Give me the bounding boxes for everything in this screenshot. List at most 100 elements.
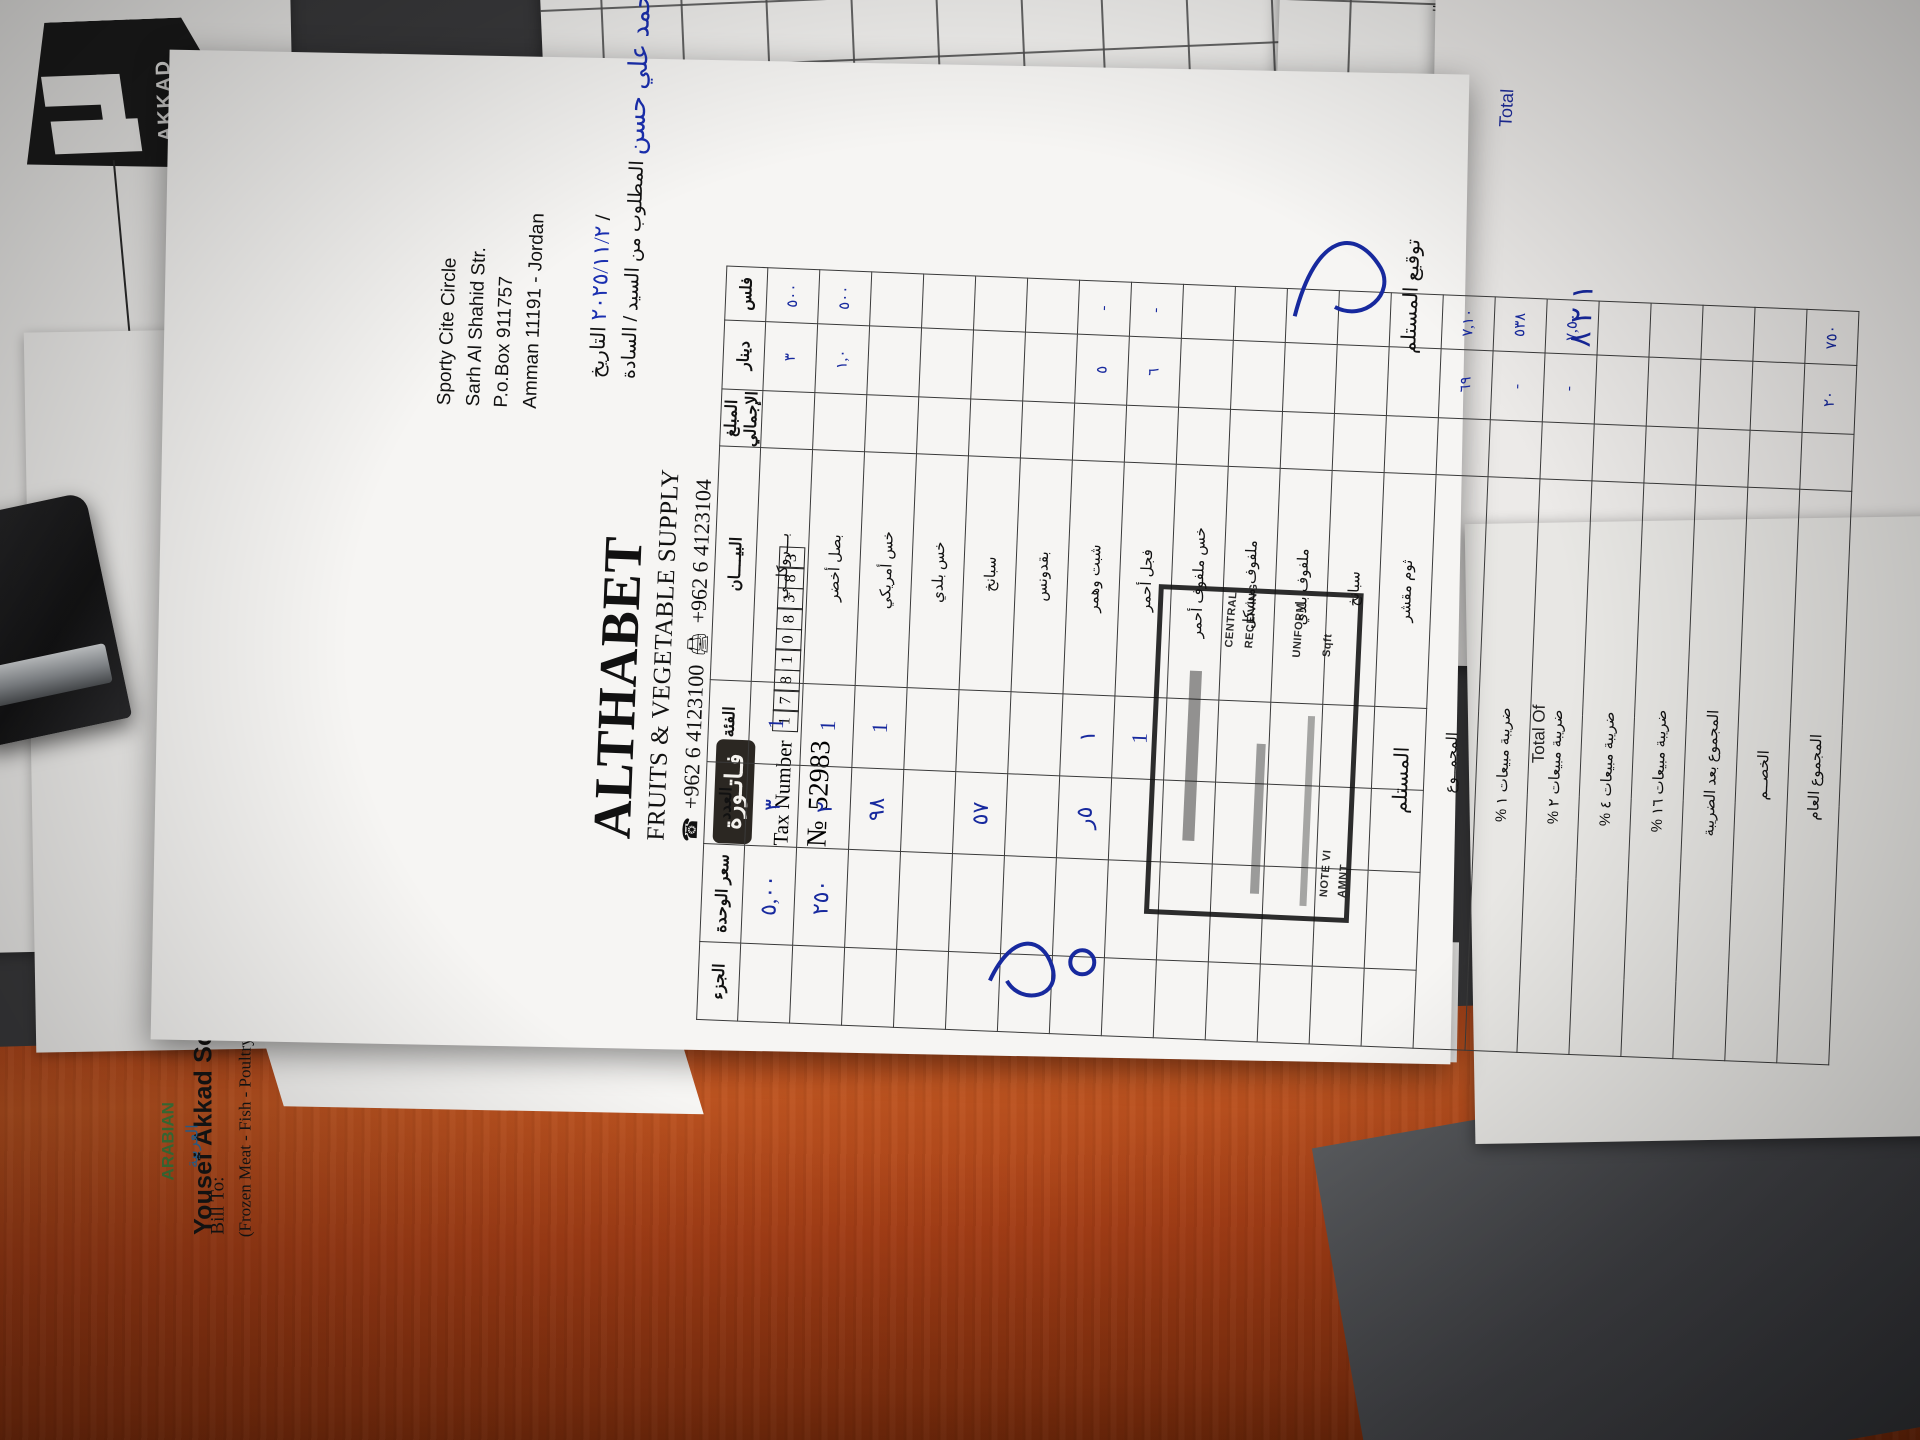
- cell-total_f: -: [1077, 280, 1132, 337]
- phone-icon: ☎: [678, 816, 702, 843]
- table-header-part: الجزء: [696, 941, 741, 1022]
- invoice-date-value: ٢٠٢٥/١١/٢: [585, 225, 615, 322]
- cell-total_d: ٥: [1074, 334, 1130, 406]
- cell-unit: 1: [799, 683, 856, 768]
- company-address: Sporty Cite Circle Sarh Al Shahid Str. P…: [431, 105, 557, 409]
- stamp-smudge-3: [1299, 715, 1316, 907]
- totals-fils: ٧٥٠: [1804, 309, 1859, 366]
- cell-name: بـــروكلــي: [751, 447, 813, 684]
- totals-dinar: -: [1542, 352, 1598, 425]
- cell-spacer: [812, 393, 867, 452]
- table-header-total_amount: المبلغ الإجمالي: [719, 389, 763, 448]
- cell-spacer: [1280, 411, 1335, 471]
- cell-spacer: [1124, 405, 1179, 465]
- cell-qty: ٥٧: [952, 771, 1008, 856]
- cell-spacer: [760, 391, 815, 450]
- fax-icon: 🖨: [686, 630, 710, 658]
- cell-spacer: [1176, 407, 1231, 467]
- cell-part: [1361, 968, 1417, 1049]
- cell-unit: ١: [1059, 694, 1115, 778]
- totals-spacer: [1591, 424, 1647, 484]
- cell-spacer: [1228, 409, 1283, 469]
- cell-total_d: ٣: [762, 321, 818, 394]
- cell-total_d: [1022, 331, 1078, 404]
- pen-scribble-icon-2: [988, 941, 1097, 998]
- cell-spacer: [1020, 401, 1075, 461]
- cell-price: ٢٥٠: [792, 847, 849, 948]
- stamp-line-3: UNIFORM: [1290, 602, 1308, 659]
- totals-dinar: ٢٠: [1802, 363, 1857, 435]
- cell-qty: ٣: [744, 763, 800, 848]
- cell-total_d: [1230, 340, 1286, 412]
- cell-unit: 1: [747, 681, 804, 766]
- cell-total_d: ٦: [1126, 336, 1182, 408]
- cell-name: سبانخ: [959, 456, 1021, 693]
- bill-to-label: Bill To:: [207, 1176, 229, 1235]
- cell-qty: ٥ر: [1056, 775, 1112, 860]
- cell-unit: [1007, 692, 1063, 776]
- cell-total_f: [921, 273, 976, 330]
- cell-spacer: [1332, 414, 1387, 473]
- cell-spacer: [968, 399, 1023, 459]
- cell-total_d: [866, 325, 922, 398]
- cell-total_f: [1181, 284, 1236, 341]
- cell-part: [1309, 966, 1365, 1047]
- cell-total_d: [1178, 338, 1234, 410]
- stamp-line-4: Sqft: [1320, 633, 1335, 658]
- cell-total_d: [1282, 342, 1338, 415]
- table-header-fils: فلس: [724, 266, 768, 322]
- cell-unit: [903, 688, 960, 772]
- cell-part: [1205, 962, 1261, 1042]
- cell-name: خس أمريكي: [855, 451, 917, 689]
- cell-qty: ٢: [796, 765, 852, 850]
- arabian-label-ar: العربية: [184, 1124, 202, 1169]
- cell-total_d: [1334, 344, 1390, 417]
- cell-name: ثوم مقشر: [1374, 472, 1437, 709]
- table-header-price: سعر الوحدة: [699, 843, 745, 944]
- cell-qty: [1004, 773, 1060, 858]
- totals-fils: [1752, 307, 1808, 364]
- arabian-label-en: ARABIAN: [158, 1102, 178, 1181]
- stamp-smudge-2: [1249, 743, 1266, 894]
- cell-qty: [900, 769, 956, 854]
- totals-dinar: [1646, 356, 1701, 429]
- cell-total_d: [1386, 346, 1442, 419]
- cell-part: [737, 943, 793, 1024]
- cell-total_d: ١,٠: [814, 323, 870, 396]
- cell-part: [841, 947, 897, 1028]
- totals-dinar: -: [1490, 350, 1546, 423]
- totals-spacer: [1747, 430, 1803, 490]
- stamp-line-2: RECEIVING: [1243, 583, 1261, 649]
- cell-qty: ٩٨: [848, 767, 904, 852]
- cell-spacer: [1384, 416, 1439, 475]
- cell-spacer: [864, 395, 919, 455]
- totals-dinar: [1594, 354, 1649, 427]
- totals-fils: [1597, 301, 1652, 357]
- totals-fils: [1648, 303, 1704, 360]
- cell-total_f: -: [1129, 282, 1184, 339]
- cell-part: [1257, 964, 1313, 1045]
- althabet-invoice-sheet: ALTHABET FRUITS & VEGETABLE SUPPLY ☎ +96…: [150, 0, 1859, 1065]
- cell-unit: [955, 690, 1011, 774]
- cell-price: [896, 851, 953, 952]
- cell-part: [789, 945, 845, 1026]
- stamp-smudge-1: [1182, 670, 1202, 841]
- cell-spacer: [1072, 403, 1127, 463]
- cell-total_f: [973, 276, 1028, 332]
- cell-total_f: ٥٠٠: [817, 269, 872, 326]
- table-header-dinar: دينار: [721, 319, 766, 392]
- totals-spacer: [1799, 432, 1855, 492]
- table-header-unit: الفئة: [706, 680, 752, 764]
- stamp-line-1: CENTRAL: [1223, 591, 1240, 649]
- cell-spacer: [916, 397, 971, 457]
- bg-total-label: Total: [1495, 88, 1518, 128]
- totals-spacer: [1488, 420, 1543, 480]
- cell-part: [1153, 960, 1209, 1040]
- totals-dinar: [1698, 359, 1753, 431]
- totals-spacer: [1436, 418, 1491, 478]
- cell-total_f: ٥٠٠: [765, 267, 820, 324]
- cell-price: [1364, 870, 1421, 971]
- totals-fils: [1700, 305, 1756, 362]
- stamp-line-6: AMNT: [1335, 863, 1351, 899]
